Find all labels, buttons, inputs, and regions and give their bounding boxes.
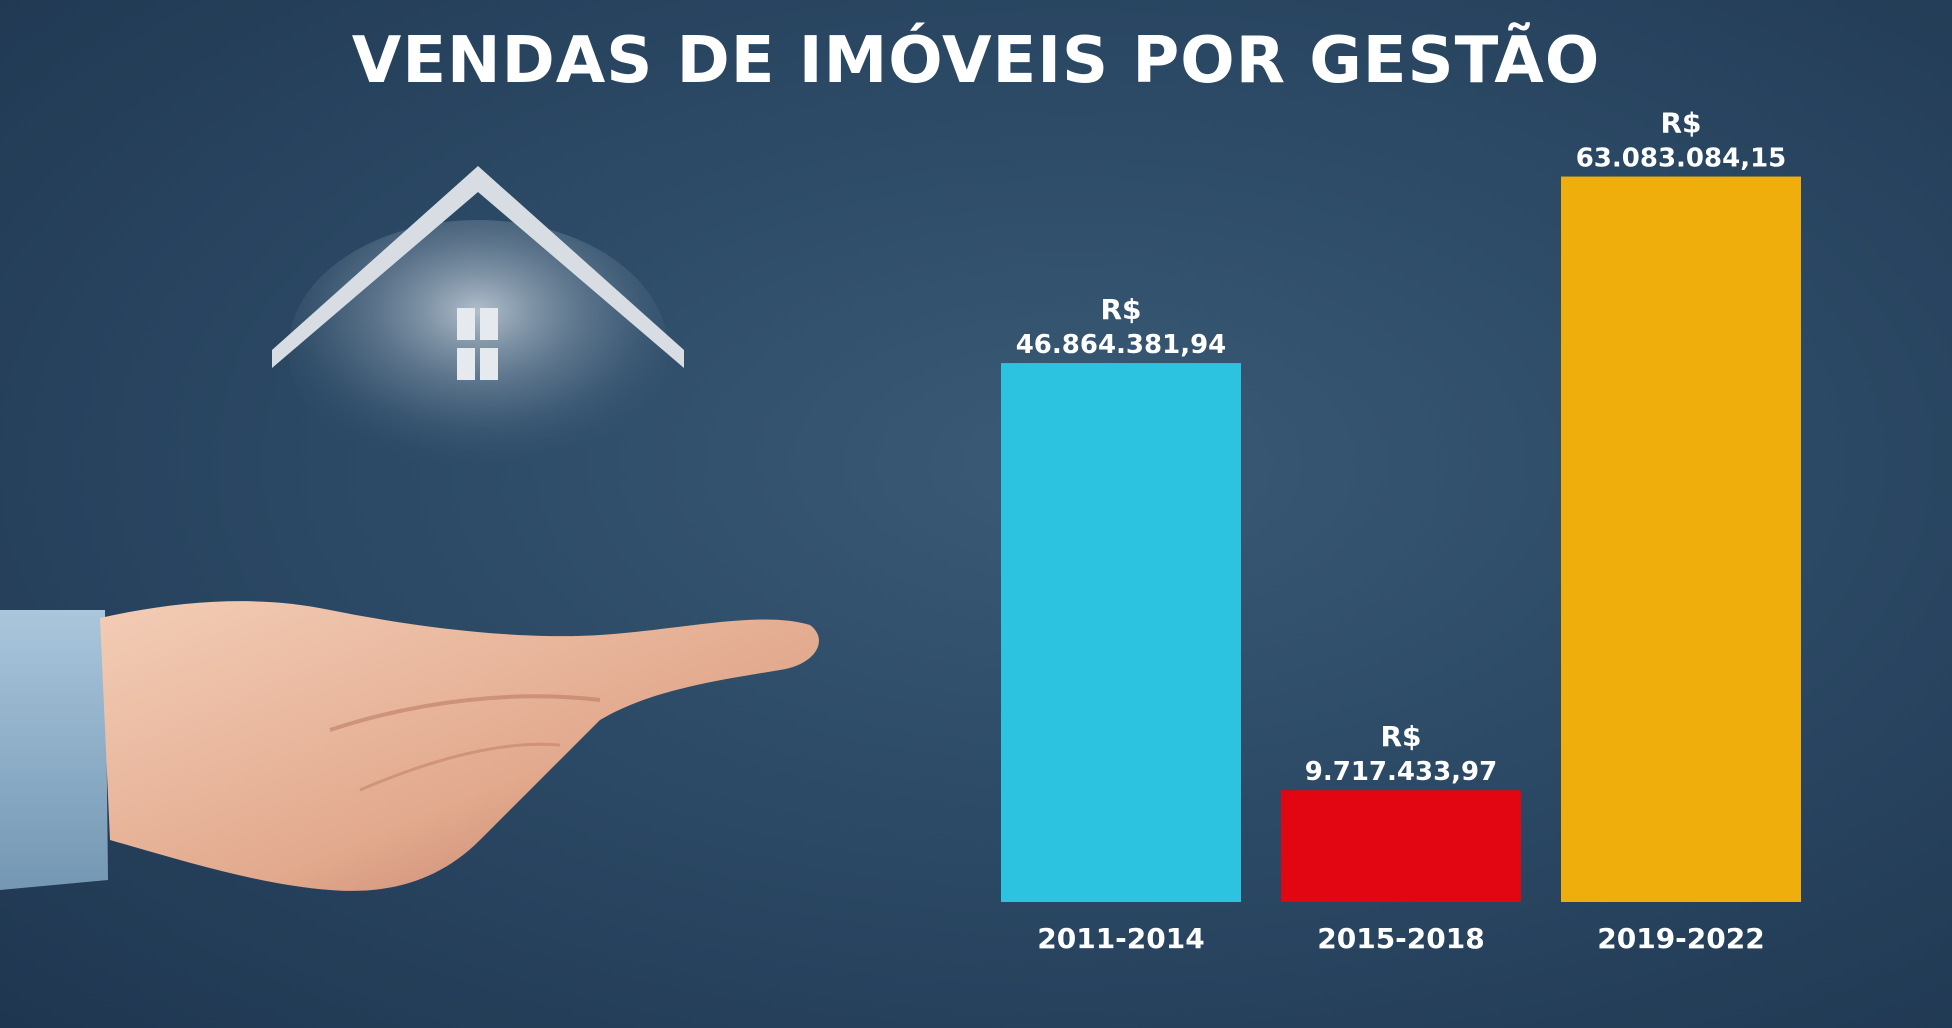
window-icon: [457, 308, 498, 380]
value-label-amount: 46.864.381,94: [1016, 330, 1227, 360]
bar-2019-2022: [1561, 176, 1801, 902]
value-label-currency: R$: [1380, 720, 1421, 753]
value-label-amount: 63.083.084,15: [1576, 144, 1787, 174]
open-hand-icon: [0, 601, 819, 891]
bar-2015-2018: [1281, 790, 1521, 902]
value-label-currency: R$: [1100, 293, 1141, 326]
house-roof-icon: [272, 166, 684, 480]
category-label: 2015-2018: [1317, 922, 1484, 955]
value-label-amount: 9.717.433,97: [1305, 757, 1497, 787]
category-label: 2019-2022: [1597, 922, 1764, 955]
bar-2011-2014: [1001, 363, 1241, 903]
chart-title: VENDAS DE IMÓVEIS POR GESTÃO: [351, 24, 1601, 98]
value-label-currency: R$: [1660, 107, 1701, 140]
category-label: 2011-2014: [1037, 922, 1204, 955]
